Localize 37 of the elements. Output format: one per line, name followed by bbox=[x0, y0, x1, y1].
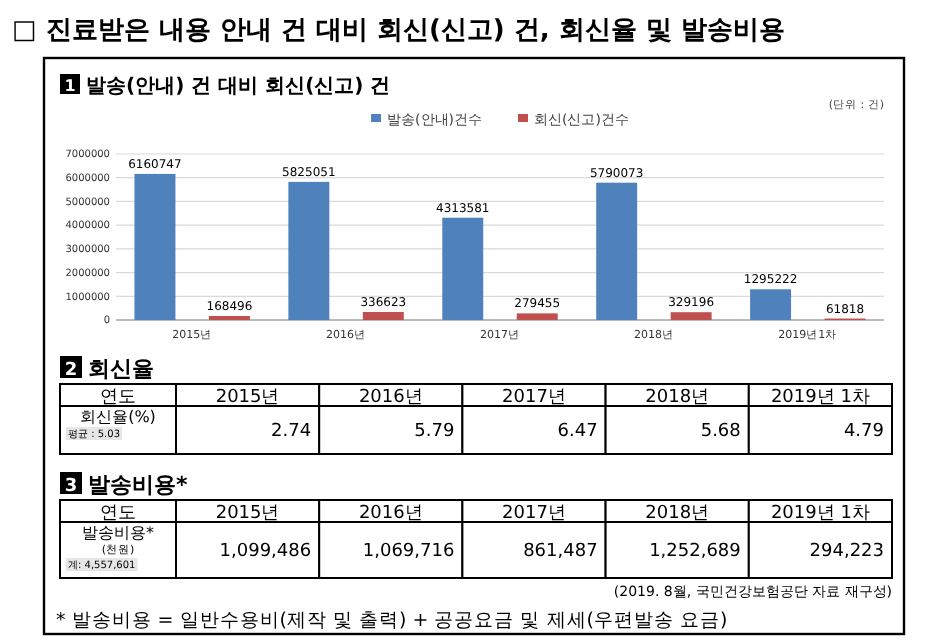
data-label: 1,252,689 bbox=[649, 542, 742, 562]
bar bbox=[288, 181, 330, 320]
data-label: 294,223 bbox=[809, 542, 884, 562]
bar bbox=[750, 289, 792, 320]
bar bbox=[442, 217, 484, 320]
y-tick-label: 발송비용* bbox=[88, 472, 188, 498]
x-tick-label: 2015년 bbox=[215, 388, 280, 408]
chart-title: 2 회신율 bbox=[64, 356, 154, 382]
chart-title: 1 발송(안내) 건 대비 회신(신고) 건 bbox=[64, 76, 391, 98]
data-label: 1,099,486 bbox=[219, 542, 312, 562]
x-tick-label: 2017년 bbox=[502, 504, 566, 524]
data-label: 1,069,716 bbox=[362, 542, 455, 562]
data-label: 6.47 bbox=[557, 422, 598, 442]
data-label: 861,487 bbox=[523, 542, 598, 562]
bar bbox=[134, 173, 176, 320]
x-axis-title: 연도 bbox=[100, 504, 136, 524]
bar bbox=[362, 312, 404, 320]
x-tick-label: 2016년 bbox=[358, 504, 423, 524]
data-label: 4.79 bbox=[843, 422, 885, 442]
chart-title: 3 bbox=[64, 477, 78, 497]
x-tick-label: 2016년 bbox=[358, 388, 423, 408]
x-axis-title: 연도 bbox=[100, 388, 136, 408]
x-tick-label: 2017년 bbox=[502, 388, 566, 408]
x-tick-label: 2019년 1차 bbox=[770, 388, 870, 408]
data-label: 2.74 bbox=[271, 422, 312, 442]
x-tick-label: 2015년 bbox=[215, 504, 280, 524]
data-label: 5.79 bbox=[414, 422, 455, 442]
x-tick-label: 2018년 bbox=[645, 388, 710, 408]
x-tick-label: 2018년 bbox=[645, 504, 710, 524]
data-label: 5.68 bbox=[700, 422, 742, 442]
y-tick-label: 회신율(%) bbox=[80, 408, 156, 426]
text: * 발송비용 = 일반수용비(제작 및 출력) + 공공요금 및 제세(우편발송 요금) bbox=[56, 610, 728, 632]
bar bbox=[596, 182, 638, 320]
text: □ 진료받은 내용 안내 건 대비 회신(신고) 건, 회신율 및 발송비용 bbox=[12, 16, 785, 46]
bar bbox=[670, 312, 712, 320]
x-tick-label: 2019년 1차 bbox=[770, 504, 870, 524]
bar bbox=[516, 313, 558, 320]
